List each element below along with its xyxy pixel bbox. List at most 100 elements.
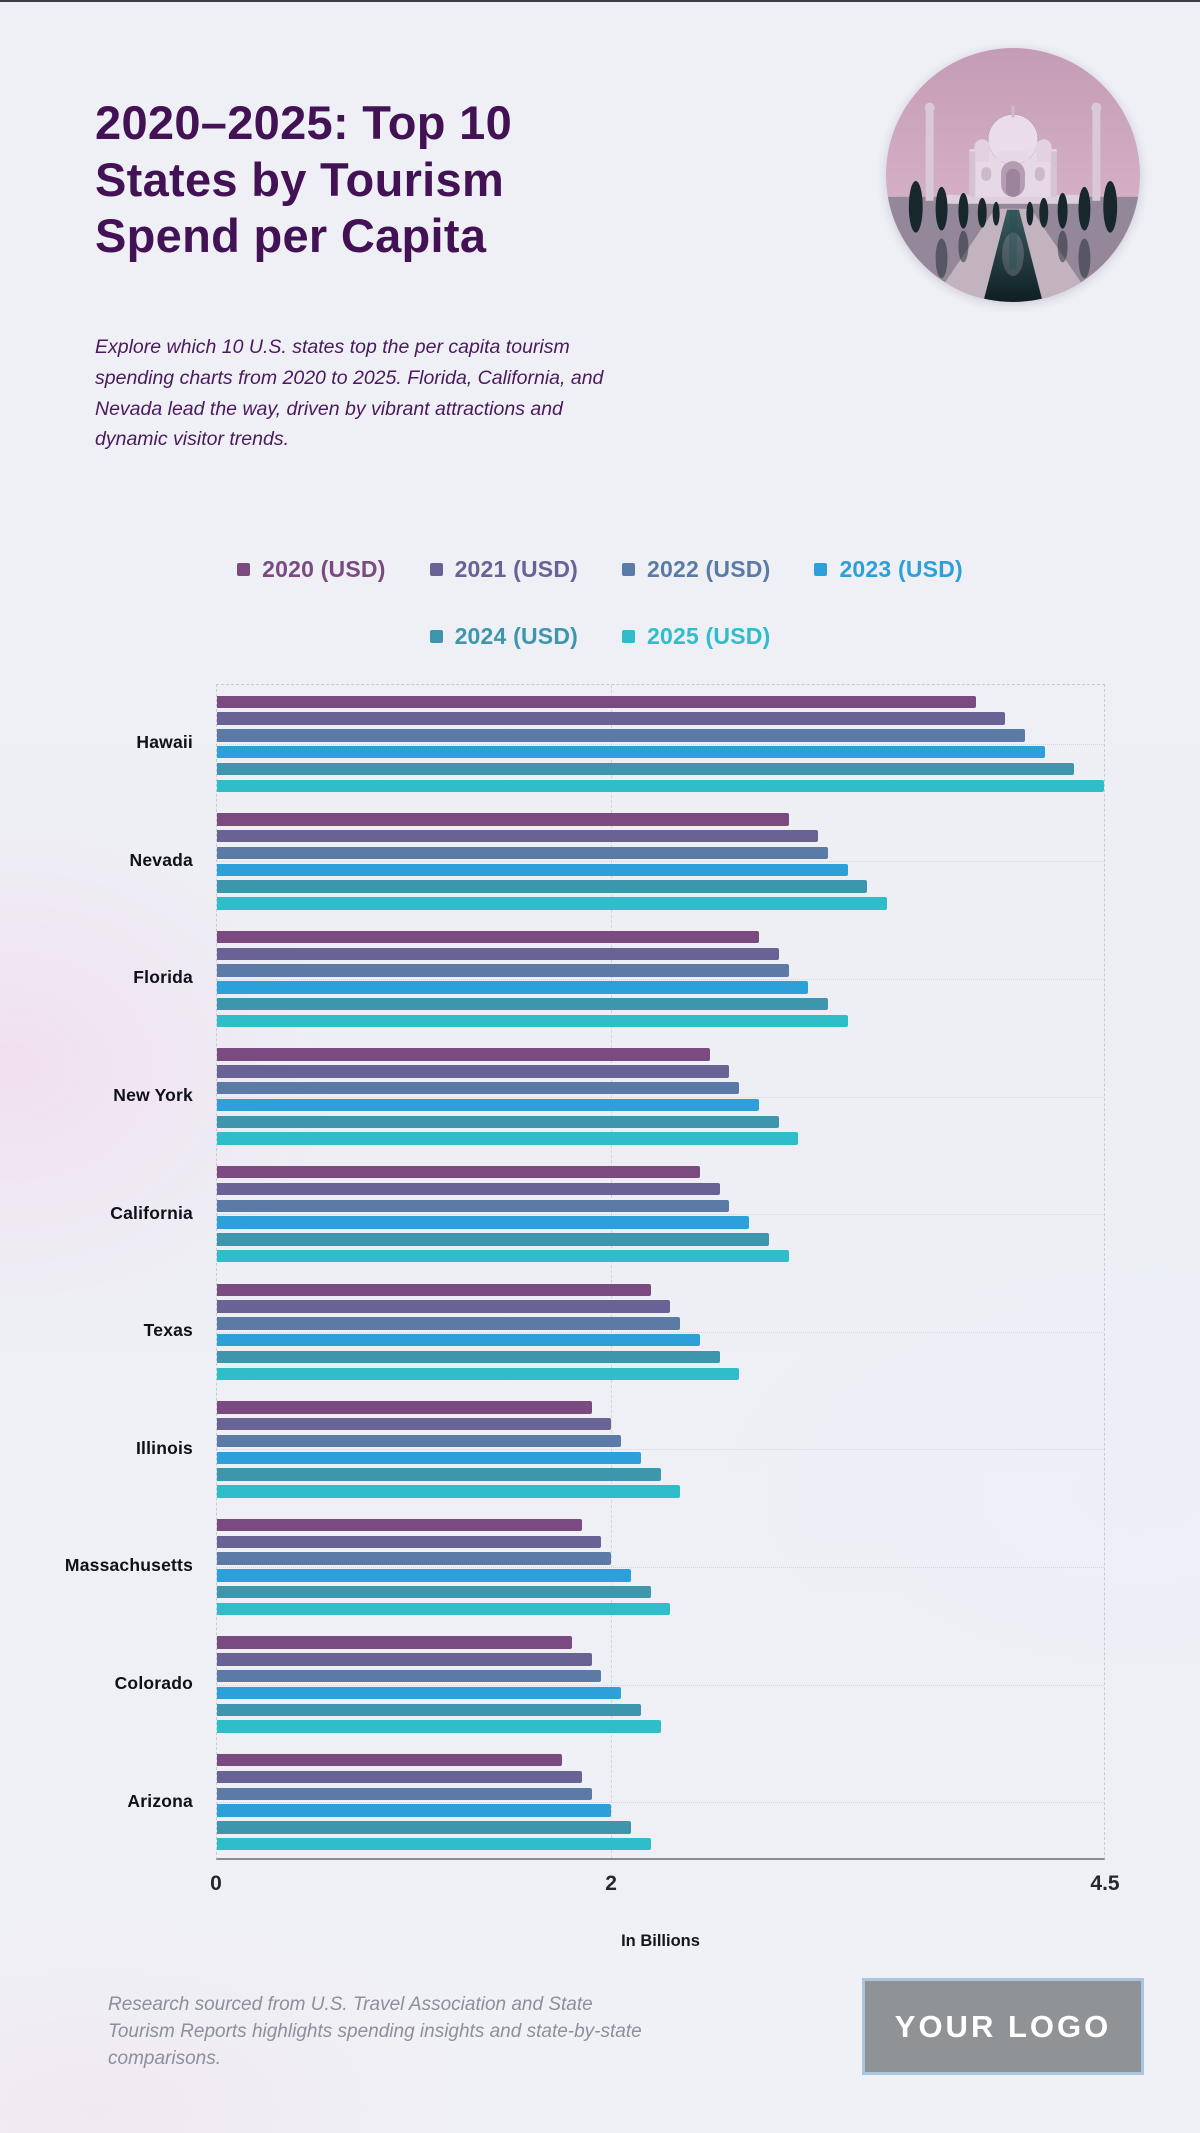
state-label-california: California [110, 1202, 193, 1223]
row-gridline [217, 1684, 1104, 1686]
bar-california-2021 [217, 1182, 720, 1196]
chart-row-nevada [217, 803, 1104, 921]
bar-texas-2024 [217, 1350, 720, 1364]
legend-item-2020-usd: 2020 (USD) [237, 556, 385, 583]
bar-hawaii-2025 [217, 779, 1104, 792]
bar-nevada-2023 [217, 863, 848, 876]
x-tick-0: 0 [210, 1872, 222, 1895]
bar-illinois-2023 [217, 1451, 641, 1464]
bar-florida-2020 [217, 930, 760, 944]
bar-massachusetts-2023 [217, 1569, 631, 1582]
state-label-colorado: Colorado [114, 1673, 193, 1694]
bar-colorado-2022 [217, 1670, 602, 1683]
bar-texas-2020 [217, 1283, 651, 1297]
x-axis-title: In Billions [621, 1932, 700, 1950]
state-label-arizona: Arizona [127, 1790, 193, 1811]
bar-nevada-2020 [217, 813, 789, 826]
bar-massachusetts-2022 [217, 1552, 612, 1565]
page-top-edge [0, 0, 1200, 2]
page-title-line: 2020–2025: Top 10 [95, 96, 513, 150]
y-axis-labels: Hawaii Nevada Florida New York California Tex… [0, 684, 204, 1860]
subtitle-line: spending charts from 2020 to 2025. Flori… [95, 366, 604, 389]
bar-texas-2023 [217, 1333, 700, 1347]
legend-marker [237, 563, 251, 576]
subtitle-line: Nevada lead the way, driven by vibrant a… [95, 397, 563, 420]
bar-hawaii-2023 [217, 745, 1045, 759]
bar-colorado-2020 [217, 1636, 572, 1649]
chart-row-colorado [217, 1626, 1104, 1744]
bar-massachusetts-2021 [217, 1535, 602, 1548]
bar-florida-2025 [217, 1014, 848, 1028]
subtitle-line: dynamic visitor trends. [95, 428, 289, 451]
bar-new-york-2020 [217, 1048, 710, 1061]
legend-item-2022-usd: 2022 (USD) [622, 556, 770, 583]
bar-colorado-2023 [217, 1686, 622, 1700]
bar-illinois-2024 [217, 1468, 661, 1481]
bar-texas-2025 [217, 1367, 740, 1380]
legend-row: 2024 (USD) 2025 (USD) [429, 623, 771, 650]
source-note: Research sourced from U.S. Travel Associ… [108, 1992, 668, 2073]
bar-new-york-2021 [217, 1065, 730, 1078]
legend-label: 2024 (USD) [454, 623, 578, 649]
bar-florida-2022 [217, 964, 789, 977]
state-label-florida: Florida [133, 967, 193, 988]
bar-new-york-2023 [217, 1098, 760, 1112]
bar-hawaii-2024 [217, 762, 1075, 776]
legend-marker [429, 630, 443, 643]
page-title-line: Spend per Capita [95, 209, 487, 263]
source-note-line: Research sourced from U.S. Travel Associ… [108, 1994, 593, 2015]
chart-row-massachusetts [217, 1508, 1104, 1626]
bar-new-york-2025 [217, 1132, 799, 1145]
bar-massachusetts-2025 [217, 1602, 671, 1616]
taj-mahal-illustration [886, 48, 1140, 302]
gridline-2 [611, 685, 613, 1858]
source-note-line: comparisons. [108, 2047, 221, 2069]
bar-california-2023 [217, 1216, 750, 1229]
legend-marker [622, 630, 635, 643]
chart-row-hawaii [217, 685, 1104, 803]
chart-row-arizona [217, 1743, 1104, 1861]
logo-placeholder: YOUR LOGO [862, 1978, 1144, 2075]
legend-label: 2020 (USD) [262, 556, 386, 582]
legend-label: 2023 (USD) [839, 556, 963, 582]
row-gridline [217, 978, 1104, 980]
chart-legend: 2020 (USD) 2021 (USD) 2022 (USD) 2023 (USD)… [0, 556, 1200, 650]
bar-california-2024 [217, 1233, 769, 1246]
page-title: 2020–2025: Top 10 States by Tourism Spen… [95, 95, 512, 264]
state-label-new-york: New York [113, 1085, 193, 1106]
bar-texas-2022 [217, 1317, 681, 1330]
bar-florida-2021 [217, 947, 779, 960]
plot-area [216, 684, 1105, 1860]
source-note-line: Tourism Reports highlights spending insi… [108, 2020, 642, 2042]
row-gridline [217, 1331, 1104, 1333]
row-gridline [217, 1214, 1104, 1216]
bar-new-york-2022 [217, 1082, 740, 1095]
page-subtitle: Explore which 10 U.S. states top the per… [95, 332, 603, 455]
subtitle-line: Explore which 10 U.S. states top the per… [95, 336, 570, 358]
legend-item-2023-usd: 2023 (USD) [814, 556, 963, 583]
row-gridline [217, 1449, 1104, 1451]
bar-illinois-2025 [217, 1485, 681, 1498]
bar-florida-2023 [217, 981, 809, 994]
legend-label: 2022 (USD) [647, 556, 771, 582]
chart-row-texas [217, 1273, 1104, 1391]
row-gridline [217, 1566, 1104, 1568]
x-tick-2: 2 [605, 1872, 617, 1895]
state-label-massachusetts: Massachusetts [64, 1555, 193, 1576]
row-gridline [217, 861, 1104, 863]
legend-marker [814, 563, 828, 576]
bar-nevada-2025 [217, 897, 888, 910]
bar-arizona-2023 [217, 1804, 612, 1817]
legend-label: 2025 (USD) [647, 623, 771, 649]
bar-arizona-2022 [217, 1787, 592, 1800]
bar-nevada-2021 [217, 830, 819, 843]
state-label-illinois: Illinois [135, 1437, 193, 1458]
bar-hawaii-2020 [217, 695, 976, 709]
bar-hawaii-2021 [217, 712, 1006, 725]
bar-hawaii-2022 [217, 729, 1026, 742]
bar-california-2020 [217, 1166, 700, 1179]
bar-nevada-2022 [217, 846, 829, 860]
legend-item-2024-usd: 2024 (USD) [429, 623, 578, 650]
chart-row-florida [217, 920, 1104, 1038]
bar-arizona-2025 [217, 1837, 651, 1851]
